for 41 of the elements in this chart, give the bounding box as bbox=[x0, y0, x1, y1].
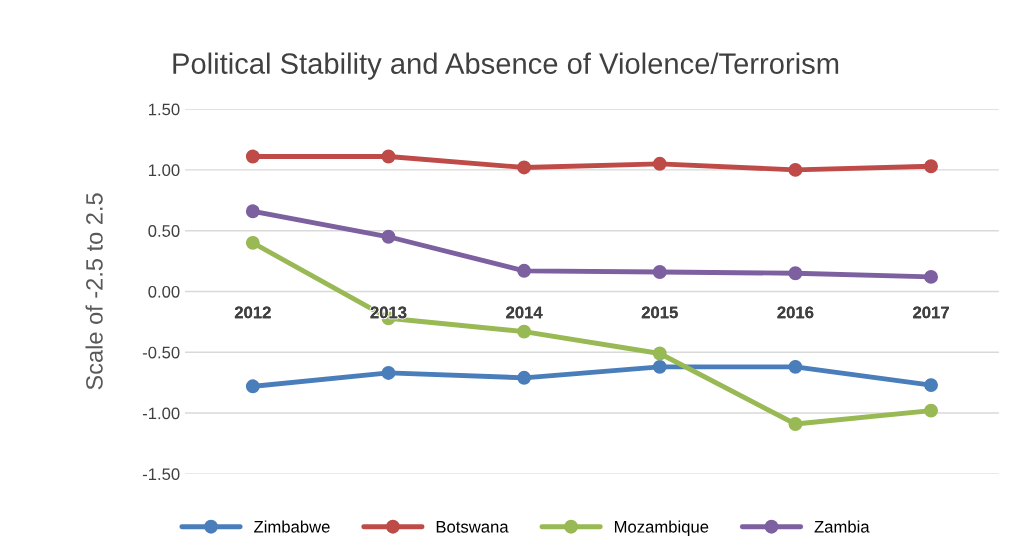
point bbox=[924, 378, 938, 393]
point bbox=[245, 149, 260, 164]
point bbox=[381, 149, 396, 164]
point bbox=[924, 269, 938, 284]
point bbox=[652, 346, 667, 361]
point bbox=[788, 359, 803, 374]
point bbox=[381, 229, 396, 244]
point bbox=[652, 265, 667, 279]
legend-label: Zambia bbox=[814, 520, 870, 533]
point bbox=[245, 235, 260, 250]
point bbox=[788, 417, 803, 431]
point bbox=[788, 162, 803, 177]
y-tick-label: 1.50 bbox=[148, 103, 180, 116]
chart-title: Political Stability and Absence of Violence/Terrorism bbox=[173, 52, 839, 80]
point bbox=[788, 266, 803, 281]
x-tick-label: 2015 bbox=[641, 306, 678, 319]
point bbox=[517, 263, 532, 278]
x-tick-label: 2016 bbox=[777, 306, 814, 319]
point bbox=[381, 365, 396, 380]
point bbox=[517, 324, 532, 339]
point bbox=[517, 370, 532, 385]
point bbox=[652, 359, 667, 374]
point bbox=[924, 159, 938, 174]
x-tick-label: 2014 bbox=[506, 306, 543, 319]
x-tick-label: 2012 bbox=[234, 306, 271, 319]
point bbox=[245, 204, 260, 219]
y-tick-label: 0.50 bbox=[148, 225, 180, 237]
point bbox=[517, 160, 532, 175]
legend-label: Botswana bbox=[436, 521, 509, 533]
y-tick-label: -0.50 bbox=[142, 346, 180, 359]
y-axis-title: Scale of -2.5 to 2.5 bbox=[85, 193, 103, 390]
point bbox=[924, 403, 938, 418]
y-tick-label: 1.00 bbox=[148, 164, 180, 177]
point bbox=[652, 156, 667, 171]
x-tick-label: 2017 bbox=[913, 306, 949, 319]
point bbox=[245, 379, 260, 394]
y-tick-label: -1.00 bbox=[142, 407, 180, 420]
legend-label: Mozambique bbox=[614, 520, 709, 536]
legend-label: Zimbabwe bbox=[254, 520, 330, 533]
y-tick-label: -1.50 bbox=[142, 468, 180, 481]
y-tick-label: 0.00 bbox=[148, 285, 180, 298]
